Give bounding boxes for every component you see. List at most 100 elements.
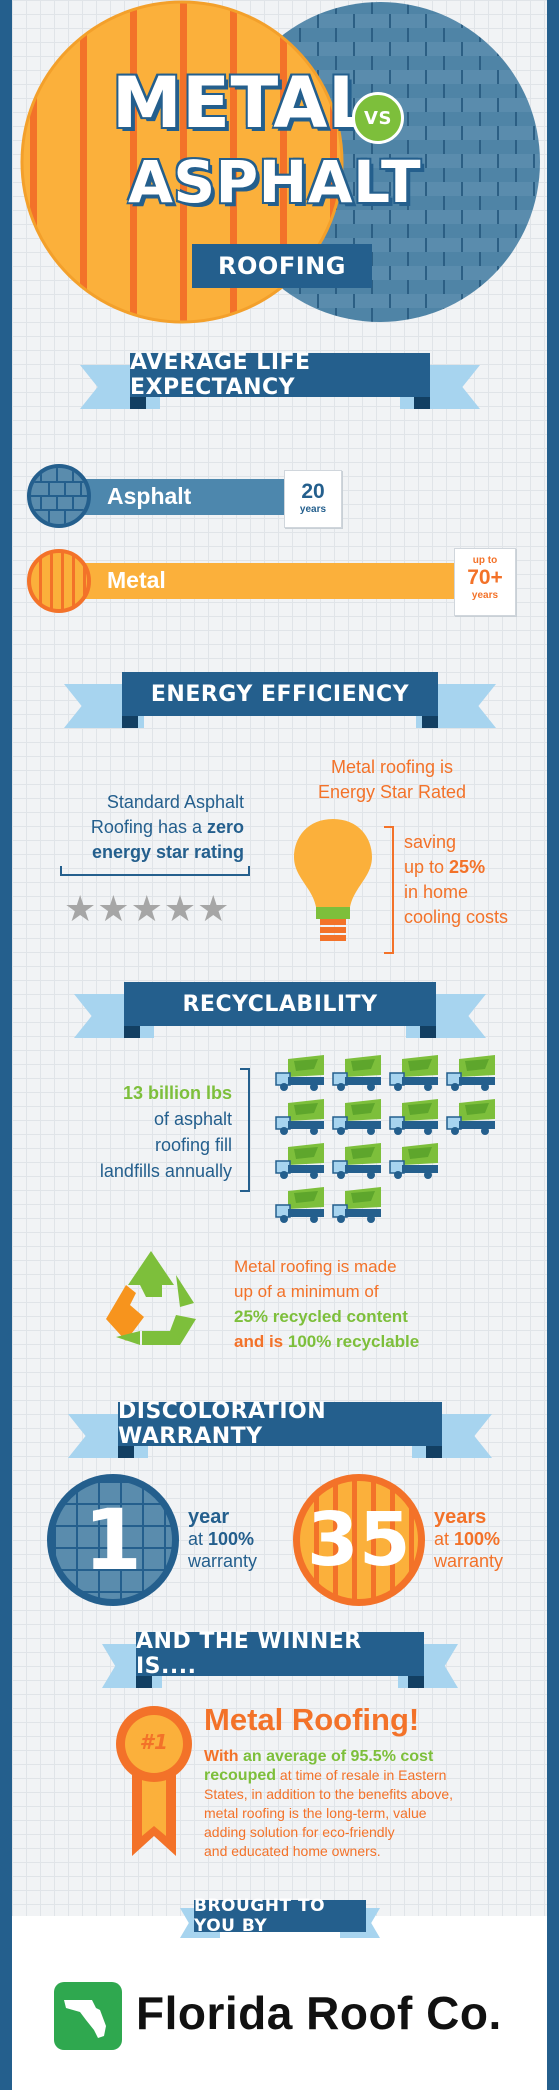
metal-warranty-unit: years xyxy=(434,1506,487,1528)
metal-warranty-line2: at 100% xyxy=(434,1529,501,1549)
company-logo-icon xyxy=(54,1982,122,2050)
roofing-ribbon: ROOFING xyxy=(182,244,382,300)
lightbulb-icon xyxy=(294,819,372,941)
header-art xyxy=(20,0,540,324)
dump-truck-icon xyxy=(389,1099,438,1135)
landfill-bracket xyxy=(240,1068,250,1192)
infographic-canvas: METAL VS ASPHALT ROOFING AVERAGE LIFE EX… xyxy=(12,0,547,2090)
company-name: Florida Roof Co. xyxy=(136,1987,502,2039)
winner-banner: AND THE WINNER IS.... xyxy=(102,1629,458,1688)
metal-energy-line1: Metal roofing is xyxy=(330,757,454,777)
energy-bracket xyxy=(60,866,250,876)
life-expectancy-heading: AVERAGE LIFE EXPECTANCY xyxy=(130,350,430,400)
landfill-line4: landfills annually xyxy=(99,1161,232,1181)
dump-truck-icon xyxy=(275,1055,324,1091)
star-icon: ★ xyxy=(64,888,98,929)
winner-line6: and educated home owners. xyxy=(204,1843,381,1859)
warranty-banner: DISCOLORATION WARRANTY xyxy=(68,1399,492,1458)
energy-efficiency-banner: ENERGY EFFICIENCY xyxy=(64,672,496,728)
title-asphalt: ASPHALT xyxy=(128,148,422,216)
metal-energy-line2: Energy Star Rated xyxy=(317,782,467,802)
dump-truck-grid xyxy=(274,1055,514,1235)
asphalt-energy-line2: Roofing has a zero xyxy=(90,817,244,837)
asphalt-years-unit: years xyxy=(299,504,327,515)
metal-life-bar xyxy=(64,563,454,599)
winner-description: With an average of 95.5% cost recouped a… xyxy=(204,1747,524,1861)
winner-heading: AND THE WINNER IS.... xyxy=(136,1629,424,1679)
title-metal: METAL xyxy=(112,62,374,144)
saving-line4: cooling costs xyxy=(404,907,509,927)
saving-line2: up to 25% xyxy=(404,857,486,877)
award-badge-text: #1 xyxy=(139,1730,169,1754)
star-icon: ★ xyxy=(97,888,131,929)
recycle-icon xyxy=(106,1251,196,1345)
star-icon: ★ xyxy=(163,888,198,929)
brought-by-banner: BROUGHT TO YOU BY xyxy=(180,1896,380,1956)
landfill-text: 13 billion lbs of asphalt roofing fill l… xyxy=(52,1080,232,1184)
metal-years-value: 70+ xyxy=(467,566,503,589)
metal-years-prefix: up to xyxy=(472,555,498,566)
winner-line1: With an average of 95.5% cost xyxy=(204,1748,434,1765)
dump-truck-icon xyxy=(332,1055,381,1091)
saving-line3: in home xyxy=(404,882,469,902)
landfill-amount: 13 billion lbs xyxy=(122,1083,232,1103)
asphalt-years-box: 20 years xyxy=(284,470,342,528)
metal-warranty-circle: 35 xyxy=(293,1474,425,1606)
asphalt-energy-text: Standard Asphalt Roofing has a zero ener… xyxy=(54,790,254,865)
asphalt-warranty-word: warranty xyxy=(188,1551,258,1571)
energy-efficiency-heading: ENERGY EFFICIENCY xyxy=(122,672,438,716)
recyclability-banner: RECYCLABILITY xyxy=(74,982,486,1038)
winner-line4: metal roofing is the long-term, value xyxy=(204,1805,427,1821)
dump-truck-icon xyxy=(332,1187,381,1223)
winner-title: Metal Roofing! xyxy=(204,1702,420,1737)
asphalt-warranty-circle: 1 xyxy=(47,1474,179,1606)
dump-truck-icon xyxy=(389,1143,438,1179)
metal-years-box: up to 70+ years xyxy=(454,548,516,616)
award-ribbon-icon xyxy=(116,1706,192,1856)
metal-warranty-text: years at 100% warranty xyxy=(434,1506,503,1572)
energy-star-rating: ★★★★★ xyxy=(64,888,230,930)
winner-line5: adding solution for eco-friendly xyxy=(204,1824,395,1840)
asphalt-shingle-icon xyxy=(27,464,91,528)
metal-recycle-line1: Metal roofing is made xyxy=(234,1257,397,1276)
saving-line1: saving xyxy=(404,832,457,852)
title-roofing: ROOFING xyxy=(192,244,372,288)
metal-recycle-line3: 25% recycled content xyxy=(234,1307,408,1326)
asphalt-energy-line1: Standard Asphalt xyxy=(106,792,244,812)
dump-truck-icon xyxy=(446,1055,495,1091)
vs-label: VS xyxy=(364,107,392,129)
metal-warranty-word: warranty xyxy=(434,1551,504,1571)
life-expectancy-banner: AVERAGE LIFE EXPECTANCY xyxy=(80,350,480,409)
asphalt-years-value: 20 xyxy=(301,480,325,503)
dump-truck-icon xyxy=(332,1143,381,1179)
metal-recycle-line2: up of a minimum of xyxy=(234,1282,379,1301)
metal-energy-text: Metal roofing is Energy Star Rated xyxy=(312,755,472,805)
metal-recycle-line4: and is 100% recyclable xyxy=(234,1332,420,1351)
dump-truck-icon xyxy=(275,1143,324,1179)
winner-line3: States, in addition to the benefits abov… xyxy=(204,1786,454,1802)
metal-warranty-number: 35 xyxy=(307,1497,411,1583)
asphalt-energy-line3: energy star rating xyxy=(91,842,244,862)
vs-badge: VS xyxy=(352,92,404,144)
brought-by-heading: BROUGHT TO YOU BY xyxy=(194,1896,366,1936)
dump-truck-icon xyxy=(446,1099,495,1135)
dump-truck-icon xyxy=(275,1187,324,1223)
landfill-line3: roofing fill xyxy=(154,1135,232,1155)
asphalt-life-bar xyxy=(64,479,284,515)
recyclability-heading: RECYCLABILITY xyxy=(124,982,436,1026)
asphalt-warranty-line2: at 100% xyxy=(188,1529,255,1549)
star-icon: ★ xyxy=(130,888,164,929)
metal-recycle-text: Metal roofing is made up of a minimum of… xyxy=(234,1254,419,1354)
asphalt-warranty-number: 1 xyxy=(83,1491,143,1589)
dump-truck-icon xyxy=(389,1055,438,1091)
saving-text: saving up to 25% in home cooling costs xyxy=(404,830,508,930)
zero-highlight: zero xyxy=(206,817,244,837)
star-icon: ★ xyxy=(197,888,231,929)
metal-life-label: Metal xyxy=(107,567,166,593)
metal-years-unit: years xyxy=(471,590,499,601)
asphalt-warranty-unit: year xyxy=(188,1506,230,1528)
asphalt-life-label: Asphalt xyxy=(107,483,192,509)
dump-truck-icon xyxy=(275,1099,324,1135)
dump-truck-icon xyxy=(332,1099,381,1135)
